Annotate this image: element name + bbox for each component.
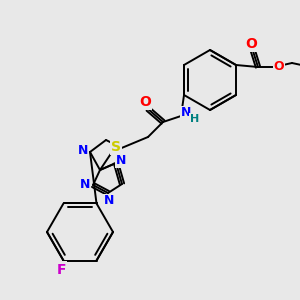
Text: N: N [80,178,90,191]
Text: O: O [274,59,284,73]
Text: N: N [116,154,126,166]
Text: H: H [190,114,200,124]
Text: N: N [181,106,191,119]
Text: S: S [111,140,121,154]
Text: F: F [57,262,66,277]
Text: N: N [104,194,114,208]
Text: N: N [78,145,88,158]
Text: O: O [139,95,151,109]
Text: O: O [245,37,257,51]
